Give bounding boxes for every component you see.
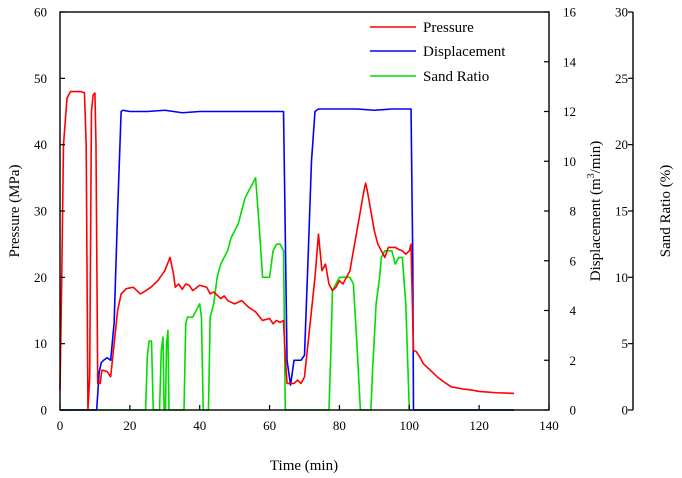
displacement-tick-label: 10 bbox=[563, 154, 576, 169]
pressure-tick-label: 40 bbox=[34, 137, 47, 152]
pressure-tick-label: 20 bbox=[34, 270, 47, 285]
sand-ratio-tick-label: 10 bbox=[615, 270, 628, 285]
series-line-sand-ratio bbox=[60, 177, 515, 411]
x-tick-label: 60 bbox=[263, 418, 276, 433]
pressure-tick-label: 60 bbox=[34, 5, 47, 20]
displacement-axis-title-prefix: Displacement (m bbox=[588, 178, 604, 281]
displacement-tick-label: 4 bbox=[570, 303, 577, 318]
legend-label-sand-ratio: Sand Ratio bbox=[423, 69, 489, 85]
displacement-tick-label: 14 bbox=[563, 54, 577, 69]
series-line-displacement bbox=[60, 108, 515, 411]
legend: Pressure Displacement Sand Ratio bbox=[370, 20, 506, 85]
sand-ratio-tick-label: 5 bbox=[622, 336, 629, 351]
x-tick-label: 0 bbox=[57, 418, 64, 433]
x-tick-label: 20 bbox=[123, 418, 136, 433]
legend-label-pressure: Pressure bbox=[423, 20, 474, 36]
legend-label-displacement: Displacement bbox=[423, 44, 506, 60]
displacement-axis-title-suffix: /min) bbox=[588, 141, 604, 174]
x-tick-label: 80 bbox=[333, 418, 346, 433]
x-tick-label: 40 bbox=[193, 418, 206, 433]
pressure-tick-label: 0 bbox=[41, 403, 48, 418]
sand-ratio-tick-label: 25 bbox=[615, 71, 628, 86]
displacement-tick-label: 2 bbox=[570, 353, 577, 368]
series-line-pressure bbox=[59, 90, 515, 411]
sand-ratio-tick-label: 0 bbox=[622, 403, 629, 418]
pressure-tick-label: 30 bbox=[34, 204, 47, 219]
x-tick-label: 140 bbox=[539, 418, 559, 433]
pressure-tick-label: 10 bbox=[34, 336, 47, 351]
ticks-layer: 0 20 40 60 80 100 120 1400102030405060024681012… bbox=[34, 5, 633, 433]
sand-ratio-tick-label: 15 bbox=[615, 204, 628, 219]
displacement-tick-label: 6 bbox=[570, 253, 577, 268]
pressure-axis-title: Pressure (MPa) bbox=[7, 165, 23, 258]
displacement-axis-title: Displacement (m3/min) bbox=[586, 141, 604, 281]
displacement-tick-label: 0 bbox=[570, 403, 577, 418]
pressure-tick-label: 50 bbox=[34, 71, 47, 86]
x-tick-label: 100 bbox=[400, 418, 420, 433]
series-layer bbox=[59, 90, 515, 411]
x-axis-title: Time (min) bbox=[270, 458, 338, 474]
displacement-tick-label: 8 bbox=[570, 204, 577, 219]
sand-ratio-axis-title: Sand Ratio (%) bbox=[658, 165, 674, 257]
x-tick-label: 120 bbox=[469, 418, 489, 433]
displacement-axis-title-sup: 3 bbox=[586, 173, 597, 178]
sand-ratio-tick-label: 20 bbox=[615, 137, 628, 152]
displacement-tick-label: 16 bbox=[563, 5, 577, 20]
sand-ratio-tick-label: 30 bbox=[615, 5, 628, 20]
displacement-tick-label: 12 bbox=[563, 104, 576, 119]
